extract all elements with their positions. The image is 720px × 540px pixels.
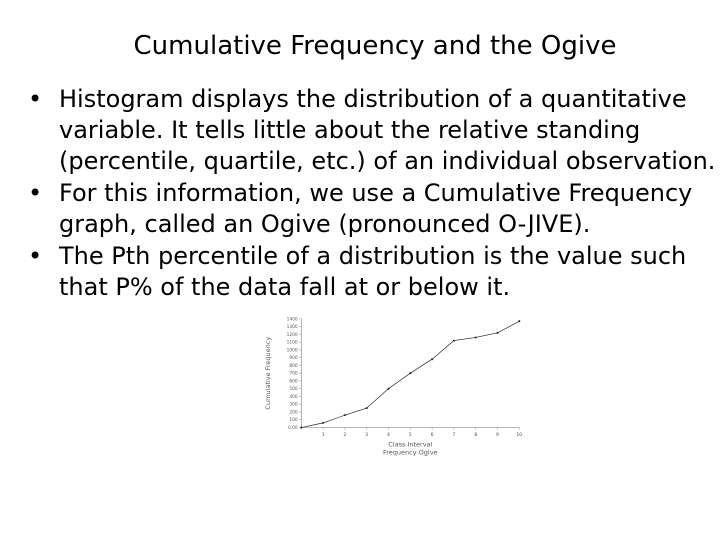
ogive-data-point	[452, 339, 455, 342]
y-tick-label: 1200	[287, 332, 298, 338]
y-tick-label: 900	[289, 355, 298, 361]
ogive-data-point	[300, 426, 303, 429]
y-axis-label: Cumulative Frequency	[264, 337, 272, 410]
ogive-data-point	[496, 331, 499, 334]
ogive-data-point	[387, 387, 390, 390]
y-tick-label: 600	[289, 378, 298, 384]
x-tick-label: 10	[517, 432, 523, 438]
y-tick-label: 1000	[287, 347, 298, 353]
bullet-text: The Pth percentile of a distribution is …	[59, 242, 687, 301]
bullet-text: Histogram displays the distribution of a…	[59, 85, 716, 175]
x-axis-label: Class Interval	[388, 440, 432, 448]
y-tick-label: 400	[289, 394, 298, 400]
y-tick-label: 100	[289, 417, 298, 423]
ogive-data-point	[343, 414, 346, 417]
y-tick-group: 0.00100200300400500600700800900100011001…	[287, 316, 302, 431]
y-tick-label: 300	[289, 402, 298, 408]
ogive-data-point	[322, 421, 325, 424]
chart-subtitle: Frequency Ogive	[383, 448, 438, 456]
ogive-chart-svg: 0.00100200300400500600700800900100011001…	[264, 316, 523, 456]
bullet-dot-icon: •	[28, 85, 43, 113]
x-tick-label: 7	[453, 432, 456, 438]
bullet-text: For this information, we use a Cumulativ…	[59, 179, 693, 238]
x-tick-group: 1 2 3 4 5 6 7 8 9 10	[301, 427, 523, 438]
slide-title: Cumulative Frequency and the Ogive	[133, 31, 617, 61]
ogive-point-group	[300, 320, 521, 429]
y-tick-label: 1100	[287, 340, 298, 346]
y-tick-label: 1300	[287, 324, 298, 330]
bullet-item: • For this information, we use a Cumulat…	[28, 178, 718, 240]
ogive-data-point	[431, 358, 434, 361]
x-tick-label: 6	[431, 432, 434, 438]
x-tick-label: 1	[322, 432, 325, 438]
x-tick-label: 4	[387, 432, 390, 438]
bullet-item: • The Pth percentile of a distribution i…	[28, 241, 718, 303]
y-tick-label: 500	[289, 386, 298, 392]
ogive-data-point	[365, 407, 368, 410]
x-tick-label: 3	[365, 432, 368, 438]
bullet-dot-icon: •	[28, 242, 43, 270]
bullet-dot-icon: •	[28, 179, 43, 207]
y-tick-label: 0.00	[288, 425, 298, 431]
ogive-data-point	[518, 320, 521, 323]
y-tick-label: 800	[289, 363, 298, 369]
ogive-chart: 0.00 100 200 300 400 500 600 700 800 900 1000 1100 1…	[260, 308, 528, 538]
y-tick-label: 200	[289, 409, 298, 415]
x-tick-label: 8	[474, 432, 477, 438]
x-tick-label: 9	[496, 432, 499, 438]
x-tick-label: 5	[409, 432, 412, 438]
ogive-series-line	[301, 320, 520, 428]
bullet-list: • Histogram displays the distribution of…	[28, 84, 718, 304]
y-tick-label: 1400	[287, 316, 298, 322]
x-tick-label: 2	[344, 432, 347, 438]
ogive-data-point	[474, 336, 477, 339]
y-tick-label: 700	[289, 371, 298, 377]
ogive-data-point	[409, 372, 412, 375]
bullet-item: • Histogram displays the distribution of…	[28, 84, 718, 177]
